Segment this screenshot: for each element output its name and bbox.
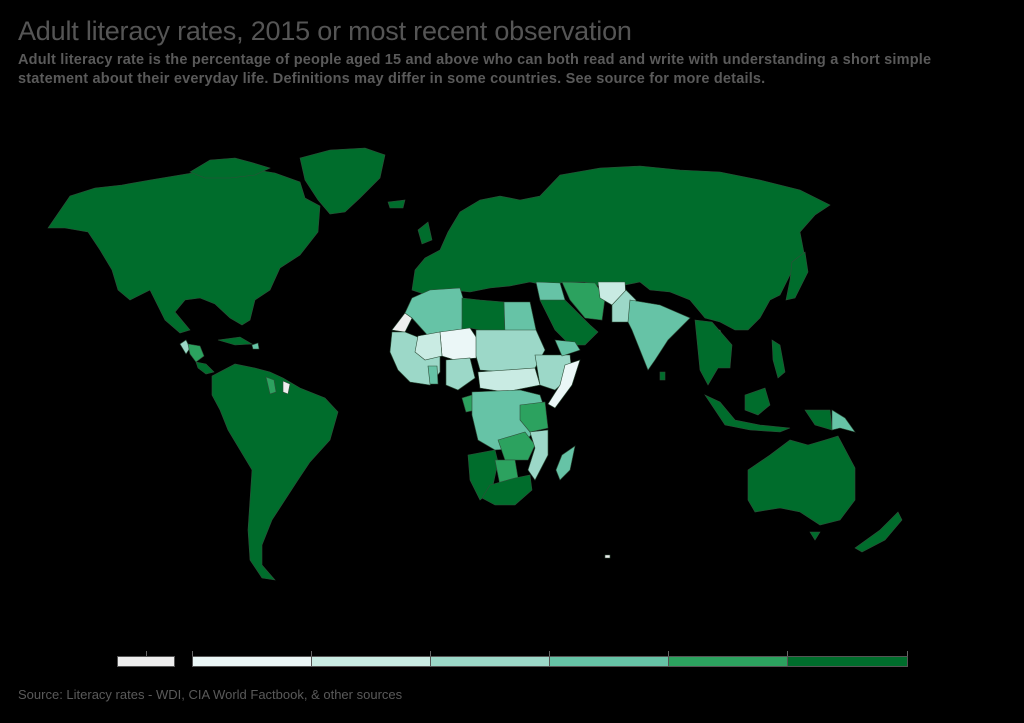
region-tanzania[interactable]	[519, 401, 549, 433]
region-small-island[interactable]	[604, 554, 611, 559]
legend-bin-3	[430, 656, 550, 667]
legend-tick	[668, 651, 669, 656]
legend-tick	[311, 651, 312, 656]
region-borneo[interactable]	[744, 387, 771, 416]
region-sahel-west[interactable]	[414, 331, 443, 361]
region-haiti[interactable]	[251, 342, 260, 350]
region-iran[interactable]	[561, 281, 606, 321]
chart-title: Adult literacy rates, 2015 or most recen…	[18, 16, 632, 46]
region-new-guinea[interactable]	[804, 409, 833, 431]
region-guyana[interactable]	[265, 376, 277, 395]
region-zambia-zimbabwe[interactable]	[497, 431, 536, 461]
region-south-america[interactable]	[211, 363, 339, 581]
region-indonesia[interactable]	[704, 394, 791, 433]
region-ghana[interactable]	[427, 365, 439, 385]
legend-tick	[787, 651, 788, 656]
region-arctic-islands[interactable]	[189, 157, 271, 179]
region-saudi-gulf[interactable]	[539, 299, 599, 346]
legend-tick	[146, 651, 147, 656]
source-note: Source: Literacy rates - WDI, CIA World …	[18, 687, 403, 702]
region-india[interactable]	[627, 299, 691, 371]
region-north-america[interactable]	[47, 167, 321, 334]
region-south-africa[interactable]	[481, 474, 533, 506]
region-egypt[interactable]	[503, 301, 537, 335]
chart-subtitle: Adult literacy rate is the percentage of…	[18, 52, 932, 87]
region-car-south-sudan[interactable]	[477, 367, 541, 393]
region-sri-lanka[interactable]	[659, 371, 666, 381]
region-chad-sudan[interactable]	[475, 329, 546, 373]
legend-tick	[907, 651, 908, 656]
region-uk[interactable]	[417, 221, 433, 245]
region-australia[interactable]	[747, 435, 856, 526]
legend-no-data-swatch	[117, 656, 175, 667]
region-southeast-asia-mainland[interactable]	[694, 319, 733, 386]
region-mozambique[interactable]	[527, 429, 549, 481]
region-nigeria[interactable]	[445, 357, 476, 391]
legend-bin-4	[549, 656, 669, 667]
legend-tick	[549, 651, 550, 656]
region-tasmania[interactable]	[809, 531, 821, 541]
legend-bin-2	[311, 656, 431, 667]
region-cuba[interactable]	[217, 336, 254, 346]
legend-bin-1	[192, 656, 312, 667]
legend-bin-5	[668, 656, 788, 667]
region-somalia[interactable]	[547, 359, 581, 409]
region-central-america-south[interactable]	[195, 361, 215, 375]
legend-tick	[430, 651, 431, 656]
region-greenland[interactable]	[299, 147, 386, 215]
legend	[0, 648, 1024, 678]
legend-bin-6	[787, 656, 908, 667]
region-mali-niger[interactable]	[439, 327, 479, 361]
region-japan[interactable]	[785, 251, 809, 301]
region-honduras[interactable]	[187, 343, 205, 363]
region-madagascar[interactable]	[555, 445, 576, 481]
region-new-zealand[interactable]	[854, 511, 903, 553]
region-philippines[interactable]	[771, 339, 786, 379]
region-iceland[interactable]	[387, 199, 406, 209]
region-french-guiana[interactable]	[282, 380, 291, 395]
legend-tick	[192, 651, 193, 656]
region-yemen[interactable]	[554, 339, 581, 357]
world-map	[47, 147, 903, 581]
region-papua-new-guinea[interactable]	[831, 409, 856, 433]
